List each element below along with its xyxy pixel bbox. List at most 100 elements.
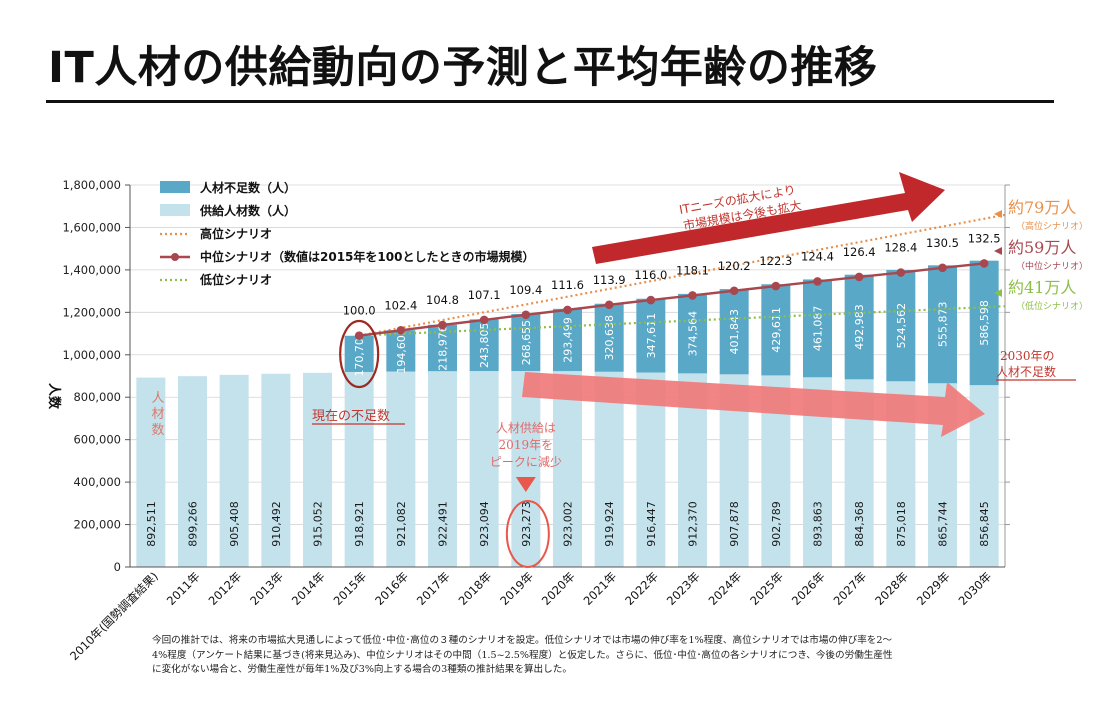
peak-pointer-icon <box>515 477 536 492</box>
shortage-bar <box>386 330 416 372</box>
shortage-bar <box>719 289 749 375</box>
supply-value-label: 905,408 <box>228 501 241 547</box>
supply-value-label: 923,273 <box>520 501 533 547</box>
y-axis-title: 人数 <box>46 383 62 410</box>
footnote-line: 今回の推計では、将来の市場拡大見通しによって低位･中位･高位の３種のシナリオを設… <box>152 635 893 646</box>
market-index-label: 104.8 <box>426 293 459 307</box>
high-scenario-value: 約79万人 <box>1008 198 1076 217</box>
shortage-bar <box>844 274 874 380</box>
y-tick-label: 200,000 <box>73 518 121 532</box>
market-index-label: 126.4 <box>843 245 876 259</box>
supply-value-label: 918,921 <box>353 501 366 547</box>
x-tick-label: 2030年 <box>956 569 995 608</box>
supply-bar <box>511 371 541 567</box>
mid-scenario-point <box>479 315 489 325</box>
supply-value-label: 902,789 <box>770 501 783 547</box>
market-index-label: 102.4 <box>384 298 417 312</box>
x-tick-label: 2027年 <box>831 569 870 608</box>
x-tick-label: 2028年 <box>872 569 911 608</box>
shortage-2030-label: 人材不足数 <box>996 364 1056 379</box>
low-scenario-sub: （低位シナリオ） <box>1016 300 1088 312</box>
market-index-label: 132.5 <box>968 231 1001 245</box>
y-tick-label: 1,800,000 <box>62 178 121 192</box>
shortage-bar <box>428 324 457 372</box>
supply-value-label: 912,370 <box>687 501 700 547</box>
supply-bar <box>469 371 499 567</box>
supply-value-label: 875,018 <box>895 501 908 547</box>
mid-scenario-point <box>896 268 906 277</box>
mid-scenario-point <box>854 272 864 282</box>
mid-scenario-point <box>771 281 781 291</box>
legend-label: 人材不足数（人） <box>200 180 296 195</box>
low-scenario-value: 約41万人 <box>1008 278 1076 297</box>
supply-bar <box>428 371 457 567</box>
shortage-bar <box>886 269 916 382</box>
market-index-label: 128.4 <box>884 241 917 255</box>
mid-scenario-sub: （中位シナリオ） <box>1016 260 1088 272</box>
shortage-value-label: 524,562 <box>895 303 908 349</box>
legend-label: 高位シナリオ <box>200 226 272 241</box>
y-tick-label: 800,000 <box>73 390 121 404</box>
supply-bar <box>303 372 332 567</box>
y-tick-label: 1,000,000 <box>62 348 121 362</box>
legend-label: 低位シナリオ <box>199 272 272 287</box>
footnote-line: に変化がない場合と、労働生産性が毎年1%及び3%向上する場合の3種類の推計結果を… <box>152 664 572 675</box>
supply-bar <box>344 371 374 567</box>
mid-scenario-point <box>938 263 947 273</box>
legend-swatch-shortage <box>160 181 190 193</box>
legend-label: 供給人材数（人） <box>199 203 296 218</box>
supply-bar <box>594 371 624 567</box>
shortage-bar <box>594 303 624 372</box>
footnote: 今回の推計では、将来の市場拡大見通しによって低位･中位･高位の３種のシナリオを設… <box>152 634 1022 678</box>
market-index-label: 124.4 <box>801 249 834 263</box>
shortage-bar <box>469 319 499 372</box>
supply-decline-arrow <box>522 372 985 437</box>
footnote-line: 4%程度（アンケート結果に基づき(将来見込み)、中位シナリオはその中間（1.5~… <box>152 649 893 661</box>
x-tick-label: 2019年 <box>497 569 536 608</box>
legend-swatch-mid-dot <box>171 253 179 261</box>
supply-bar <box>386 371 416 567</box>
supply-bar <box>219 374 249 567</box>
shortage-value-label: 555,873 <box>937 302 950 348</box>
legend-swatch-supply <box>160 204 190 216</box>
shortage-value-label: 218,976 <box>437 325 450 371</box>
x-tick-label: 2029年 <box>914 569 953 608</box>
x-tick-label: 2018年 <box>456 569 495 608</box>
shortage-2030-label: 2030年の <box>1000 349 1055 363</box>
mid-scenario-point <box>563 305 572 315</box>
shortage-bar <box>761 284 791 376</box>
mid-scenario-point <box>521 310 531 320</box>
x-tick-label: 2010年(国勢調査結果) <box>67 569 161 663</box>
shortage-value-label: 293,499 <box>562 317 575 363</box>
shortage-value-label: 243,805 <box>478 322 491 368</box>
mid-scenario-value: 約59万人 <box>1008 238 1076 257</box>
y-tick-label: 600,000 <box>73 433 121 447</box>
shortage-value-label: 429,611 <box>770 307 783 353</box>
x-tick-label: 2013年 <box>247 569 286 608</box>
supply-value-label: 892,511 <box>145 501 158 547</box>
shortage-value-label: 401,843 <box>728 309 741 355</box>
x-tick-label: 2026年 <box>789 569 828 608</box>
y-tick-label: 1,400,000 <box>62 263 121 277</box>
y-tick-label: 0 <box>114 560 121 574</box>
shortage-value-label: 461,087 <box>812 306 825 352</box>
supply-value-label: 922,491 <box>437 501 450 547</box>
market-index-label: 100.0 <box>343 304 376 318</box>
shortage-value-label: 586,598 <box>978 300 991 346</box>
supply-value-label: 919,924 <box>603 501 616 547</box>
supply-value-label: 923,002 <box>562 501 575 547</box>
peak-label: 2019年を <box>499 438 554 452</box>
x-tick-label: 2025年 <box>747 569 786 608</box>
x-tick-label: 2023年 <box>664 569 703 608</box>
shortage-bar <box>553 308 582 372</box>
shortage-bar <box>678 293 707 374</box>
supply-bar <box>261 373 291 567</box>
shortage-bar <box>803 279 832 378</box>
low-pointer-icon <box>994 289 1002 297</box>
high-pointer-icon <box>994 210 1002 218</box>
x-tick-label: 2022年 <box>622 569 661 608</box>
x-tick-label: 2017年 <box>414 569 453 608</box>
title-underline <box>46 100 1054 103</box>
